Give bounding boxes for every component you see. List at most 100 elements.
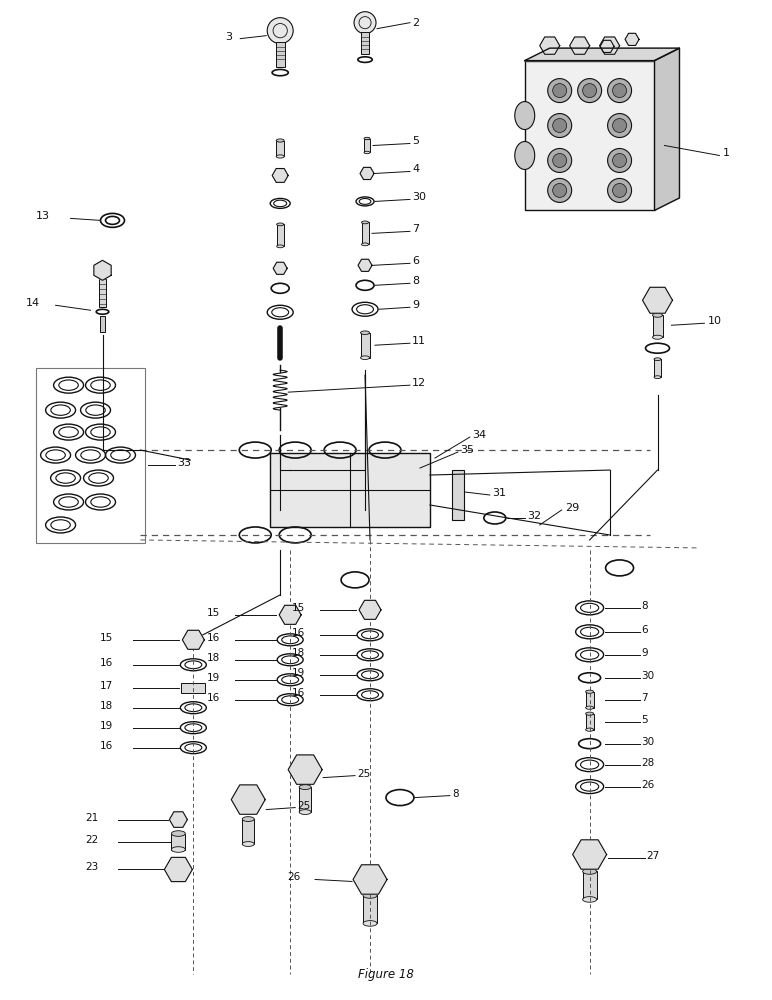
Text: 26: 26 <box>287 872 300 882</box>
Ellipse shape <box>361 221 368 224</box>
Circle shape <box>613 84 627 98</box>
Ellipse shape <box>363 893 377 898</box>
Ellipse shape <box>652 335 662 339</box>
Text: 22: 22 <box>85 835 99 845</box>
Ellipse shape <box>361 331 370 335</box>
Circle shape <box>553 119 567 133</box>
Bar <box>300 787 311 812</box>
Text: 13: 13 <box>36 211 49 221</box>
Bar <box>586 692 594 708</box>
Text: 21: 21 <box>85 813 99 823</box>
Text: 6: 6 <box>642 625 648 635</box>
Ellipse shape <box>276 155 284 158</box>
Circle shape <box>553 153 567 167</box>
Text: 16: 16 <box>292 628 305 638</box>
Polygon shape <box>600 40 614 52</box>
Text: 16: 16 <box>292 688 305 698</box>
Ellipse shape <box>364 151 370 154</box>
Text: 11: 11 <box>412 336 426 346</box>
Text: 6: 6 <box>412 256 419 266</box>
Bar <box>361 333 370 358</box>
Ellipse shape <box>242 842 254 846</box>
Text: 8: 8 <box>412 276 419 286</box>
Polygon shape <box>279 605 301 624</box>
Ellipse shape <box>276 245 283 248</box>
Text: 8: 8 <box>452 789 459 799</box>
Text: 16: 16 <box>100 658 113 668</box>
Polygon shape <box>625 33 639 45</box>
Text: 27: 27 <box>646 851 660 861</box>
Ellipse shape <box>363 921 377 926</box>
Polygon shape <box>525 48 679 61</box>
Bar <box>363 895 377 923</box>
Ellipse shape <box>652 313 662 317</box>
Text: 16: 16 <box>207 693 220 703</box>
Text: 3: 3 <box>225 32 232 42</box>
Bar <box>654 359 661 377</box>
Polygon shape <box>360 167 374 180</box>
Ellipse shape <box>583 869 597 874</box>
Bar <box>242 819 254 844</box>
Text: 19: 19 <box>207 673 220 683</box>
Text: 16: 16 <box>207 633 220 643</box>
Polygon shape <box>353 865 387 894</box>
Text: 14: 14 <box>25 298 40 308</box>
Bar <box>100 316 105 332</box>
Ellipse shape <box>276 223 283 226</box>
Polygon shape <box>273 169 288 182</box>
Polygon shape <box>540 37 560 54</box>
Polygon shape <box>570 37 590 54</box>
Ellipse shape <box>515 102 535 130</box>
Bar <box>181 683 205 693</box>
Circle shape <box>267 18 293 44</box>
Text: 33: 33 <box>178 458 191 468</box>
Bar <box>276 42 285 67</box>
Circle shape <box>547 79 571 103</box>
Bar <box>36 368 145 543</box>
Ellipse shape <box>654 358 661 361</box>
Bar <box>525 61 655 210</box>
Ellipse shape <box>276 139 284 142</box>
Circle shape <box>608 114 631 138</box>
Ellipse shape <box>586 706 594 709</box>
Ellipse shape <box>171 831 185 836</box>
Bar <box>99 279 106 307</box>
Circle shape <box>613 183 627 197</box>
Ellipse shape <box>586 728 594 731</box>
Bar <box>364 139 370 152</box>
Polygon shape <box>169 812 188 827</box>
Ellipse shape <box>583 897 597 902</box>
Ellipse shape <box>361 243 368 246</box>
Text: 25: 25 <box>297 801 310 811</box>
Circle shape <box>553 183 567 197</box>
Ellipse shape <box>586 690 594 693</box>
Circle shape <box>613 119 627 133</box>
Circle shape <box>553 84 567 98</box>
Text: 30: 30 <box>642 737 655 747</box>
Polygon shape <box>288 755 322 784</box>
Text: 29: 29 <box>564 503 579 513</box>
Ellipse shape <box>171 847 185 852</box>
Polygon shape <box>232 785 266 814</box>
Circle shape <box>583 84 597 98</box>
Text: 9: 9 <box>642 648 648 658</box>
Text: 2: 2 <box>412 18 419 28</box>
Circle shape <box>547 178 571 202</box>
Polygon shape <box>94 260 111 280</box>
Ellipse shape <box>364 137 370 140</box>
Circle shape <box>547 148 571 172</box>
Text: 15: 15 <box>207 608 220 618</box>
Text: 15: 15 <box>100 633 113 643</box>
Bar <box>361 222 368 244</box>
Polygon shape <box>642 287 672 313</box>
Text: 26: 26 <box>642 780 655 790</box>
Text: 9: 9 <box>412 300 419 310</box>
Text: 30: 30 <box>642 671 655 681</box>
Text: 16: 16 <box>100 741 113 751</box>
Text: 19: 19 <box>292 668 305 678</box>
Polygon shape <box>182 630 205 649</box>
Polygon shape <box>655 48 679 210</box>
Text: 17: 17 <box>100 681 113 691</box>
Text: 31: 31 <box>492 488 506 498</box>
Bar <box>583 871 597 899</box>
